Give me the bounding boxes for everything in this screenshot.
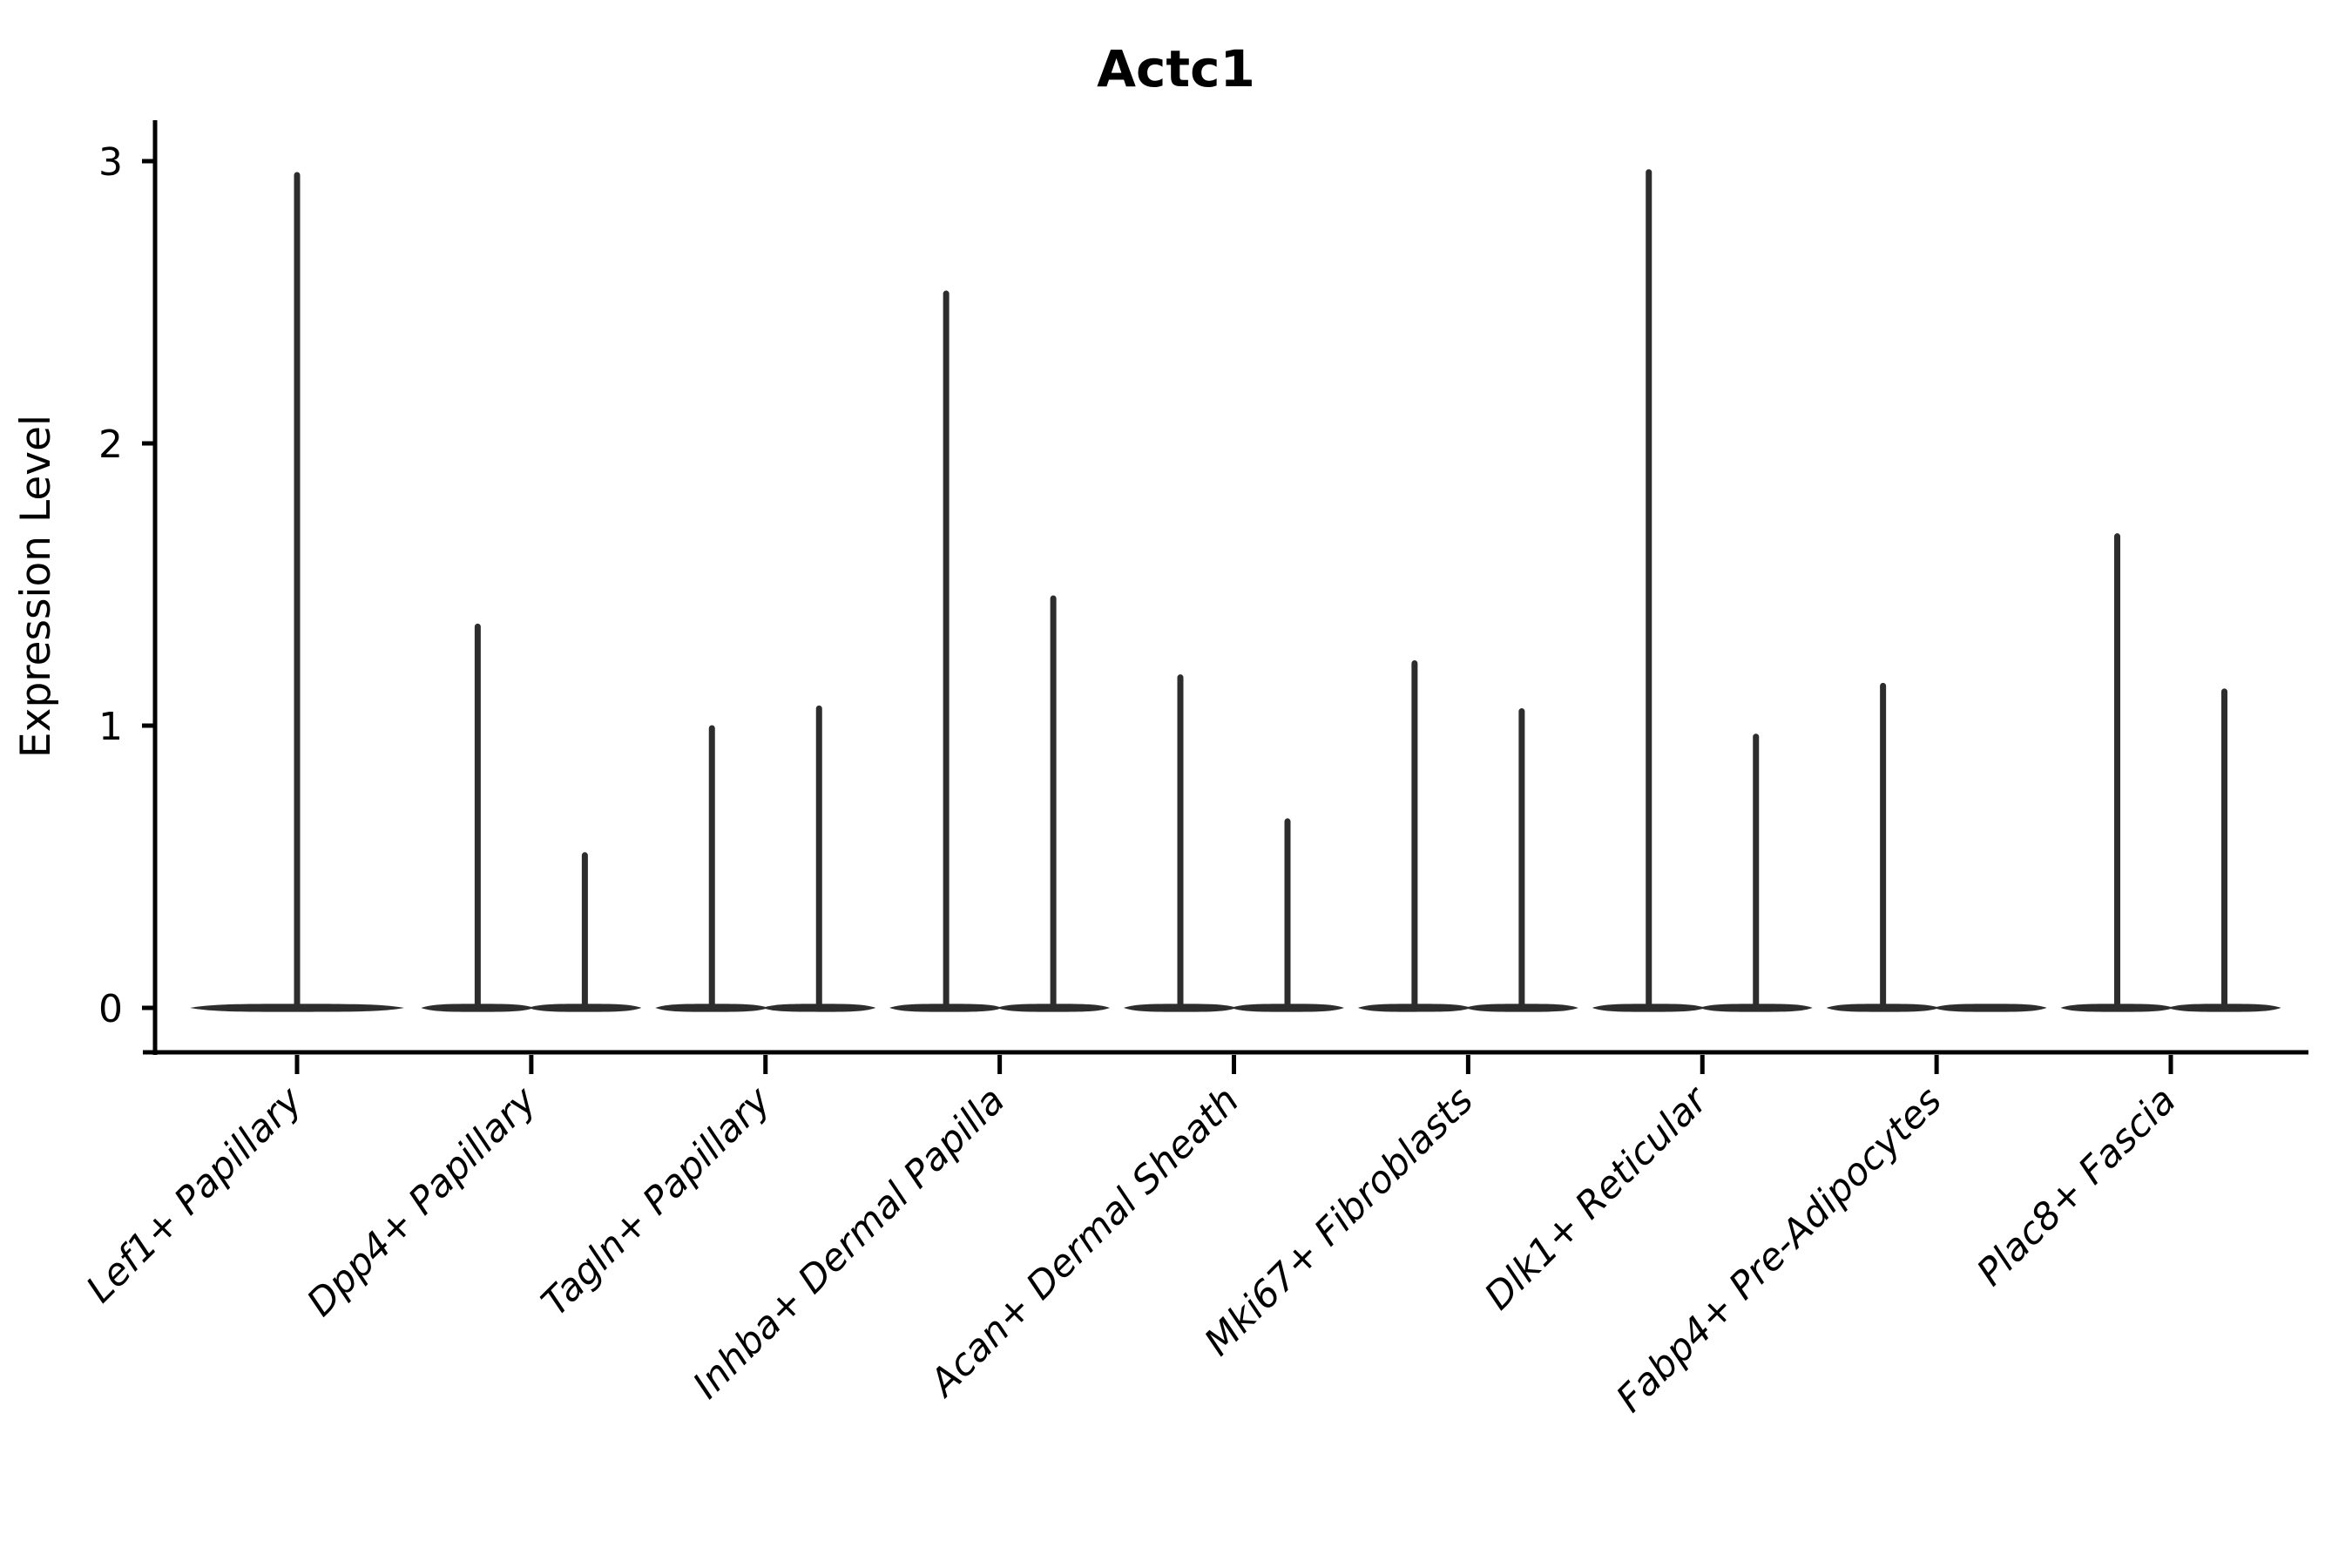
- chart-title: Actc1: [1097, 39, 1255, 98]
- violin-group: [1357, 659, 1578, 1012]
- y-tick-label: 0: [98, 987, 123, 1031]
- violin-group: [421, 623, 642, 1012]
- x-category-label: Tagln+ Papillary: [533, 1078, 780, 1325]
- x-category-label: Dlk1+ Reticular: [1477, 1078, 1718, 1319]
- y-tick-label: 2: [98, 422, 123, 467]
- y-axis: 0 1 2 3: [98, 120, 158, 1055]
- y-tick-label: 1: [98, 705, 123, 749]
- violin-group: [1826, 682, 2047, 1012]
- violin-group: [190, 172, 404, 1012]
- x-category-label: Mki67+ Fibroblasts: [1196, 1078, 1482, 1364]
- violin-group: [1592, 169, 1813, 1012]
- x-category-label: Lef1+ Papillary: [78, 1078, 311, 1311]
- y-axis-label: Expression Level: [12, 415, 60, 758]
- x-category-label: Dpp4+ Papillary: [299, 1078, 545, 1325]
- violin-group: [2060, 533, 2281, 1012]
- violin-group: [655, 705, 876, 1012]
- violins-layer: [190, 169, 2281, 1012]
- y-tick-label: 3: [98, 140, 123, 185]
- violin-body: [1933, 1004, 2047, 1012]
- violin-group: [1124, 674, 1344, 1012]
- violin-group: [889, 290, 1111, 1012]
- y-axis-ticks: 0 1 2 3: [98, 140, 153, 1031]
- x-category-label: Plac8+ Fascia: [1969, 1078, 2185, 1294]
